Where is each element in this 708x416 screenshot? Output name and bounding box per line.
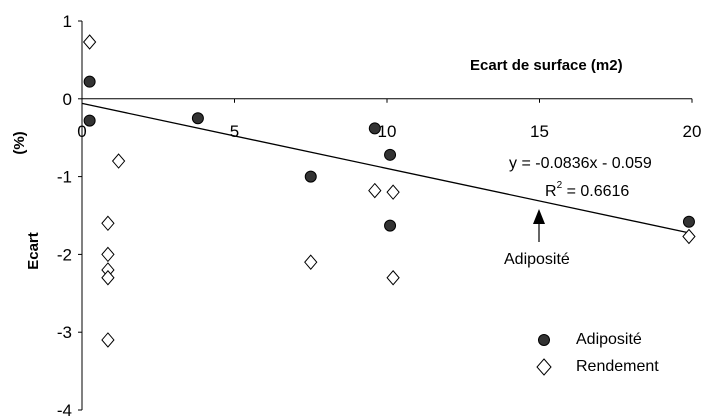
x-ticks: 0 5 10 15 20 — [77, 98, 702, 141]
legend: Adiposité Rendement — [536, 331, 659, 376]
rendement-point — [386, 269, 400, 286]
legend-marker-adiposite — [538, 334, 550, 346]
y-tick-label: -1 — [57, 168, 72, 187]
data-points — [82, 34, 696, 348]
rendement-point — [101, 332, 115, 348]
adiposite-point — [384, 148, 397, 161]
legend-label-rendement: Rendement — [576, 358, 659, 375]
y-tick-label: 0 — [63, 90, 72, 109]
rendement-point — [386, 184, 400, 200]
adiposite-point — [368, 122, 381, 135]
adiposite-point — [304, 170, 317, 183]
rendement-point — [101, 215, 115, 232]
annotation-arrow — [533, 209, 545, 242]
axes — [81, 21, 692, 410]
rendement-point — [101, 246, 115, 263]
x-tick-label: 10 — [378, 122, 397, 141]
rendement-point — [304, 254, 318, 270]
y-tick-label: -3 — [57, 323, 72, 342]
r-squared-symbol: R — [545, 183, 557, 200]
y-tick-label: -4 — [57, 401, 72, 416]
adiposite-point — [83, 75, 96, 88]
adiposite-point — [682, 215, 695, 228]
x-tick-label: 20 — [683, 122, 702, 141]
adiposite-point — [384, 219, 397, 232]
r-squared-value: = 0.6616 — [562, 183, 629, 200]
trendline — [81, 102, 693, 235]
x-tick-label: 5 — [230, 122, 239, 141]
r-squared: R2 = 0.6616 — [545, 180, 629, 200]
y-axis-title: Ecart — [25, 232, 42, 270]
legend-marker-rendement — [536, 358, 552, 376]
y-tick-label: -2 — [57, 245, 72, 264]
r-squared-exponent: 2 — [557, 180, 563, 191]
x-tick-label: 15 — [530, 122, 549, 141]
adiposite-point — [191, 112, 204, 125]
x-tick-label: 0 — [77, 122, 86, 141]
legend-label-adiposite: Adiposité — [576, 331, 642, 348]
adiposite-point — [83, 114, 96, 127]
y-axis-unit-label: (%) — [11, 131, 28, 154]
trend-equation: y = -0.0836x - 0.059 — [509, 155, 652, 172]
y-ticks: 1 0 -1 -2 -3 -4 — [57, 12, 82, 416]
rendement-point — [82, 34, 97, 50]
rendement-point — [111, 153, 126, 169]
rendement-point — [682, 228, 696, 245]
annotation-label: Adiposité — [504, 251, 570, 268]
x-axis-title: Ecart de surface (m2) — [470, 57, 623, 74]
y-tick-label: 1 — [63, 12, 72, 31]
rendement-point — [368, 182, 382, 199]
rendement-point — [101, 269, 115, 286]
